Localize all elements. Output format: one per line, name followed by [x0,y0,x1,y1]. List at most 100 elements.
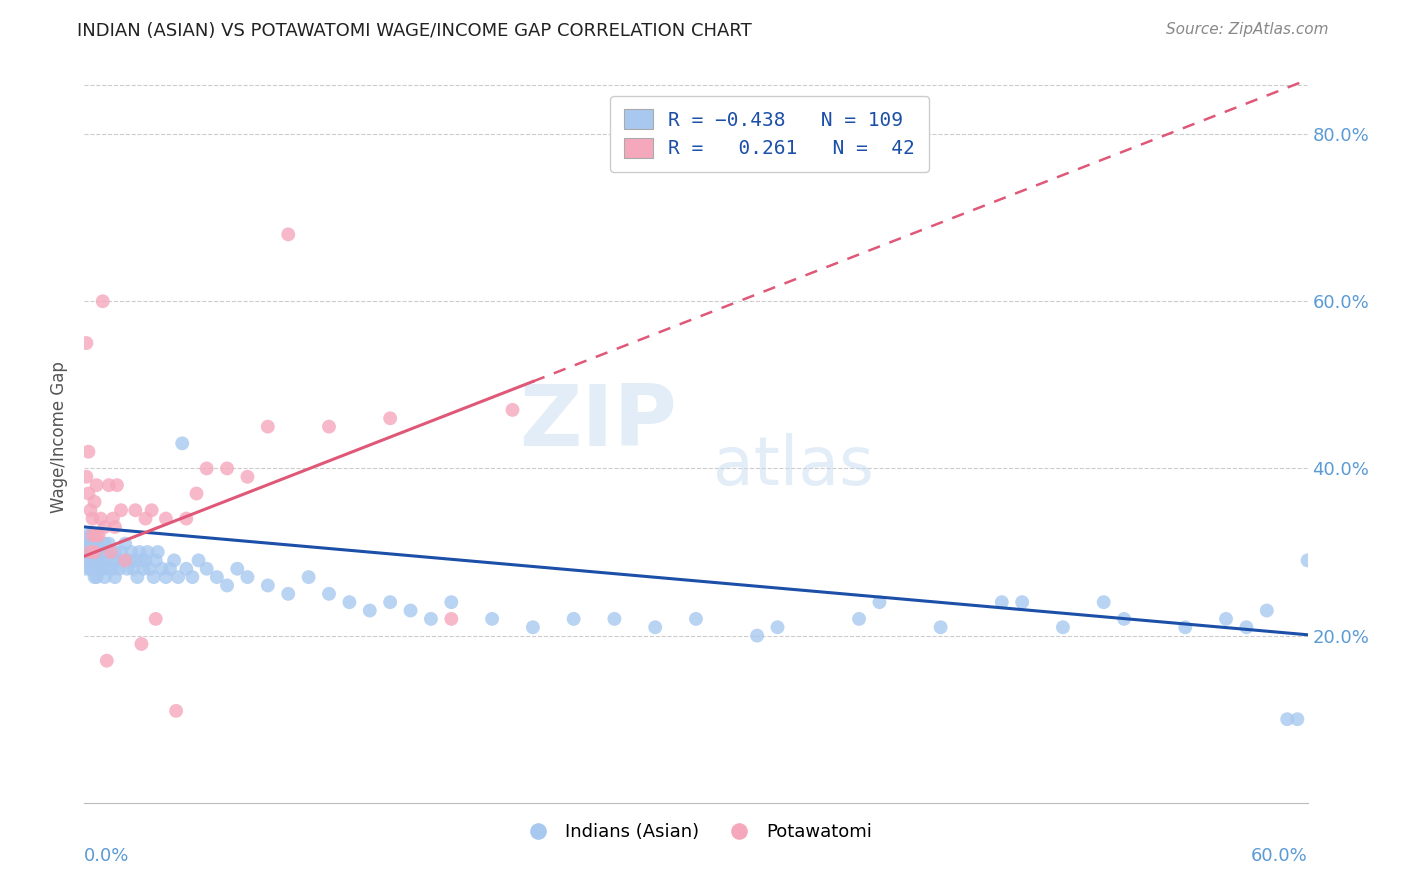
Point [339,595,361,609]
Legend: Indians (Asian), Potawatomi: Indians (Asian), Potawatomi [513,816,879,848]
Point [79,545,101,559]
Point [100,545,122,559]
Point [145,612,167,626]
Point [97,478,120,492]
Point [929,620,952,634]
Point [77,553,100,567]
Point [562,612,585,626]
Point [97,536,120,550]
Point [685,612,707,626]
Point [105,478,128,492]
Point [82,553,104,567]
Point [205,570,228,584]
Point [131,553,153,567]
Point [82,511,104,525]
Point [124,553,146,567]
Point [75,562,97,576]
Point [96,654,118,668]
Point [104,520,127,534]
Point [83,536,105,550]
Point [186,486,208,500]
Point [1215,612,1237,626]
Point [75,536,97,550]
Text: INDIAN (ASIAN) VS POTAWATOMI WAGE/INCOME GAP CORRELATION CHART: INDIAN (ASIAN) VS POTAWATOMI WAGE/INCOME… [77,22,752,40]
Point [108,562,131,576]
Point [83,562,105,576]
Text: 0.0%: 0.0% [84,847,129,864]
Point [82,528,104,542]
Point [603,612,626,626]
Point [502,403,524,417]
Point [83,570,105,584]
Point [174,562,197,576]
Point [138,562,160,576]
Point [87,553,110,567]
Point [181,570,204,584]
Point [135,511,157,525]
Point [440,595,463,609]
Text: ZIP: ZIP [519,381,676,464]
Point [86,545,108,559]
Point [236,570,259,584]
Point [141,503,163,517]
Point [91,562,114,576]
Point [86,528,108,542]
Point [91,294,114,309]
Point [93,570,115,584]
Point [155,570,177,584]
Point [86,553,108,567]
Point [136,545,159,559]
Point [82,528,104,542]
Point [146,545,169,559]
Point [87,545,110,559]
Point [104,570,127,584]
Point [195,461,218,475]
Point [75,545,97,559]
Point [217,461,239,475]
Point [187,553,209,567]
Point [82,545,104,559]
Point [101,511,124,525]
Point [165,704,187,718]
Point [420,612,443,626]
Text: 60.0%: 60.0% [1251,847,1308,864]
Point [91,545,114,559]
Point [110,503,132,517]
Point [380,411,402,425]
Point [1256,603,1278,617]
Point [75,470,97,484]
Point [114,553,136,567]
Point [104,545,127,559]
Point [83,545,105,559]
Point [747,629,769,643]
Point [142,570,165,584]
Point [122,562,145,576]
Point [124,503,146,517]
Point [75,336,97,351]
Point [131,637,153,651]
Point [991,595,1014,609]
Point [82,562,104,576]
Point [90,545,112,559]
Point [1114,612,1136,626]
Point [236,470,259,484]
Point [79,528,101,542]
Point [145,553,167,567]
Point [83,495,105,509]
Point [318,419,340,434]
Point [1174,620,1197,634]
Point [257,578,280,592]
Point [226,562,249,576]
Point [114,536,136,550]
Point [1052,620,1074,634]
Point [100,553,122,567]
Point [440,612,463,626]
Point [90,511,112,525]
Point [1011,595,1033,609]
Point [481,612,503,626]
Point [79,503,101,517]
Point [172,436,194,450]
Point [155,511,177,525]
Point [277,227,299,242]
Point [848,612,870,626]
